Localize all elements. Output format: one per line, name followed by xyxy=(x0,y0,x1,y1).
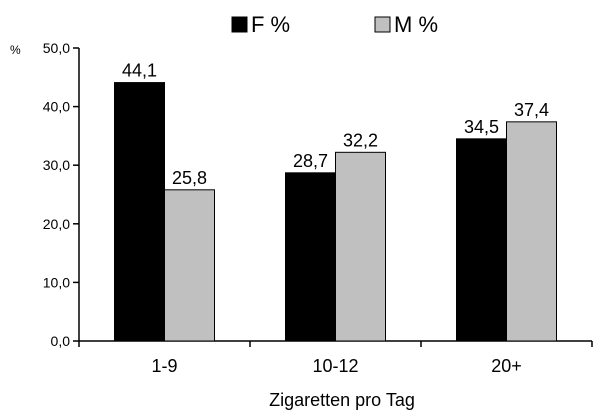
y-tick-label: 30,0 xyxy=(43,157,70,173)
category-labels: 1-9 10-12 20+ xyxy=(151,356,521,376)
bar-m xyxy=(164,189,215,342)
y-tick-label: 50,0 xyxy=(43,40,70,56)
legend-swatch-m xyxy=(374,16,391,33)
y-ticks: 0,0 10,0 20,0 30,0 40,0 50,0 xyxy=(43,40,79,349)
bar-f xyxy=(285,172,336,342)
bar-m xyxy=(506,121,557,342)
y-unit-label: % xyxy=(10,43,21,57)
legend: F % M % xyxy=(231,12,438,37)
data-label: 25,8 xyxy=(172,168,207,188)
category-label: 1-9 xyxy=(151,356,177,376)
data-label: 34,5 xyxy=(464,117,499,137)
legend-label-f: F % xyxy=(251,12,290,37)
data-label: 28,7 xyxy=(293,151,328,171)
bar-f xyxy=(114,82,165,342)
bars xyxy=(114,82,557,342)
category-label: 20+ xyxy=(491,356,522,376)
data-label: 32,2 xyxy=(343,130,378,150)
data-label: 44,1 xyxy=(122,61,157,81)
y-tick-label: 10,0 xyxy=(43,274,70,290)
y-tick-label: 20,0 xyxy=(43,216,70,232)
x-ticks xyxy=(78,341,593,347)
x-axis-title: Zigaretten pro Tag xyxy=(269,390,415,410)
legend-label-m: M % xyxy=(394,12,438,37)
data-label: 37,4 xyxy=(514,100,549,120)
legend-swatch-f xyxy=(231,16,248,33)
y-tick-label: 0,0 xyxy=(51,333,71,349)
bar-m xyxy=(335,151,386,342)
bar-f xyxy=(456,138,507,342)
data-labels: 44,1 25,8 28,7 32,2 34,5 37,4 xyxy=(122,61,549,188)
y-tick-label: 40,0 xyxy=(43,99,70,115)
category-label: 10-12 xyxy=(312,356,358,376)
